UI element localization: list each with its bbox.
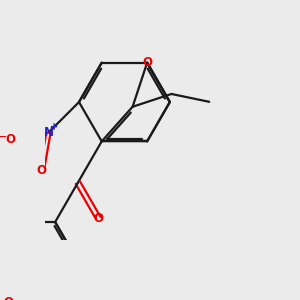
Text: O: O [142, 56, 152, 69]
Text: O: O [37, 164, 47, 177]
Text: −: − [0, 130, 8, 143]
Text: +: + [50, 122, 58, 132]
Text: O: O [5, 133, 16, 146]
Text: O: O [93, 212, 103, 225]
Text: N: N [44, 126, 53, 139]
Text: O: O [4, 296, 14, 300]
